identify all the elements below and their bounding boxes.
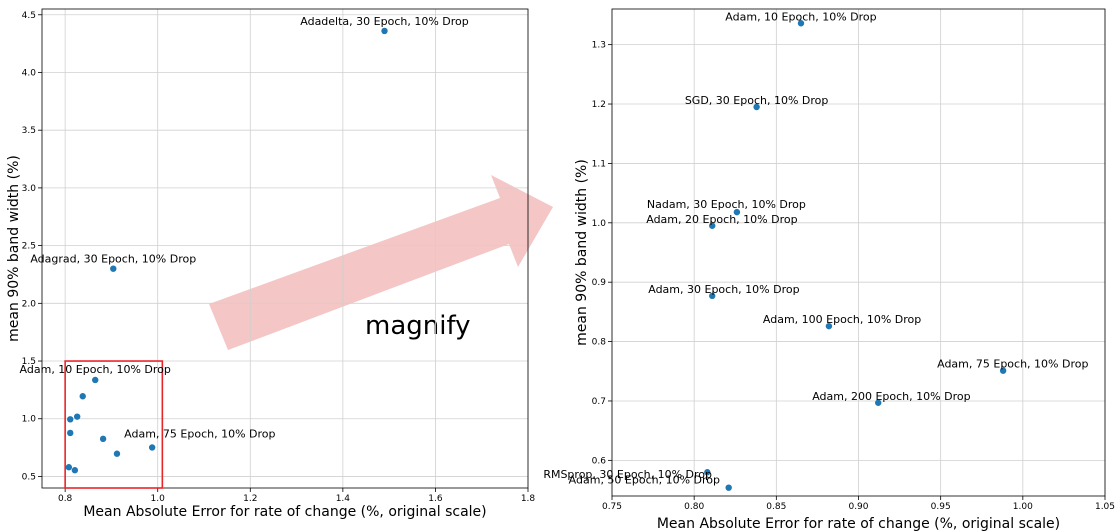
magnified-point-label: Adam, 200 Epoch, 10% Drop bbox=[812, 390, 970, 403]
magnified-point-label: Adam, 50 Epoch, 10% Drop bbox=[569, 474, 720, 487]
overview-y-tick-label: 3.0 bbox=[22, 184, 37, 194]
magnified-data-point bbox=[797, 20, 805, 27]
overview-y-tick-label: 1.0 bbox=[22, 415, 37, 425]
overview-y-tick-label: 1.5 bbox=[22, 357, 36, 367]
magnified-y-tick-label: 1.2 bbox=[592, 100, 606, 110]
magnified-point-label: Nadam, 30 Epoch, 10% Drop bbox=[647, 198, 806, 211]
overview-data-point bbox=[73, 413, 81, 420]
magnified-data-point bbox=[825, 322, 833, 330]
magnify-region-box bbox=[64, 360, 164, 489]
overview-x-tick-label: 1.8 bbox=[521, 494, 536, 504]
overview-data-point bbox=[92, 376, 99, 384]
magnified-y-tick-label: 1.0 bbox=[592, 219, 607, 229]
magnified-y-tick-label: 0.9 bbox=[592, 278, 607, 288]
overview-point-label: Adam, 10 Epoch, 10% Drop bbox=[20, 363, 171, 376]
overview-x-tick-label: 0.8 bbox=[58, 494, 73, 504]
overview-point-label: Adadelta, 30 Epoch, 10% Drop bbox=[300, 15, 469, 28]
magnify-label: magnify bbox=[365, 311, 471, 341]
magnified-data-point bbox=[753, 103, 760, 111]
magnified-x-tick-label: 0.95 bbox=[931, 502, 951, 512]
magnified-data-point bbox=[875, 399, 882, 406]
overview-data-point bbox=[113, 450, 121, 457]
overview-y-tick-label: 3.5 bbox=[22, 126, 36, 136]
magnified-y-axis-label: mean 90% band width (%) bbox=[574, 159, 590, 346]
overview-x-tick-label: 1.6 bbox=[428, 494, 443, 504]
overview-point-label: Adagrad, 30 Epoch, 10% Drop bbox=[30, 253, 196, 266]
magnified-y-tick-label: 0.7 bbox=[592, 397, 606, 407]
overview-y-tick-label: 2.5 bbox=[22, 242, 36, 252]
overview-y-tick-label: 0.5 bbox=[22, 472, 36, 482]
magnified-data-point bbox=[999, 367, 1007, 374]
magnified-point-label: SGD, 30 Epoch, 10% Drop bbox=[685, 94, 829, 107]
magnified-x-tick-label: 0.75 bbox=[602, 502, 622, 512]
overview-data-point bbox=[67, 416, 74, 423]
magnified-data-point bbox=[733, 208, 741, 216]
magnified-x-tick-label: 1.00 bbox=[1013, 502, 1033, 512]
overview-y-tick-label: 4.5 bbox=[22, 11, 36, 21]
magnified-x-tick-label: 1.05 bbox=[1095, 502, 1115, 512]
magnified-data-point bbox=[725, 484, 732, 491]
overview-y-axis-label: mean 90% band width (%) bbox=[6, 155, 22, 342]
overview-data-point bbox=[65, 464, 73, 471]
magnified-x-axis-label: Mean Absolute Error for rate of change (… bbox=[657, 516, 1060, 532]
overview-data-point bbox=[79, 393, 86, 400]
magnified-data-point bbox=[709, 222, 716, 229]
magnified-point-label: Adam, 30 Epoch, 10% Drop bbox=[648, 283, 799, 296]
overview-scatter-chart: 0.8 1.0 1.2 1.4 1.6 1.8 0.5 1.0 1.5 2.0 2.5 3.0 3.5 4… bbox=[6, 8, 536, 520]
overview-data-point bbox=[99, 435, 107, 443]
magnified-x-tick-label: 0.90 bbox=[848, 502, 868, 512]
magnify-arrow bbox=[209, 175, 553, 350]
magnified-point-label: RMSprop, 30 Epoch, 10% Drop bbox=[543, 468, 712, 481]
magnified-y-tick-label: 0.8 bbox=[592, 338, 607, 348]
overview-data-point bbox=[71, 467, 79, 474]
magnified-y-tick-label: 1.3 bbox=[592, 41, 606, 51]
overview-x-axis-label: Mean Absolute Error for rate of change (… bbox=[83, 504, 486, 520]
magnified-y-tick-label: 0.6 bbox=[592, 456, 607, 466]
magnified-scatter-chart: 0.75 0.80 0.85 0.90 0.95 1.00 1.05 0.6 0.7 0.8 0.9… bbox=[543, 8, 1115, 532]
overview-y-tick-label: 2.0 bbox=[22, 299, 37, 309]
overview-x-tick-label: 1.4 bbox=[336, 494, 351, 504]
magnified-point-label: Adam, 10 Epoch, 10% Drop bbox=[725, 10, 876, 23]
overview-data-point bbox=[67, 429, 74, 437]
magnified-x-tick-label: 0.80 bbox=[684, 502, 704, 512]
overview-x-tick-label: 1.0 bbox=[151, 494, 166, 504]
overview-x-tick-label: 1.2 bbox=[243, 494, 257, 504]
magnified-point-label: Adam, 100 Epoch, 10% Drop bbox=[763, 313, 921, 326]
magnified-point-label: Adam, 75 Epoch, 10% Drop bbox=[937, 358, 1088, 371]
overview-data-point bbox=[381, 27, 388, 35]
magnified-data-point bbox=[704, 469, 711, 476]
magnified-x-tick-label: 0.85 bbox=[766, 502, 786, 512]
overview-plot-frame bbox=[41, 8, 529, 489]
magnified-y-tick-label: 1.1 bbox=[592, 159, 606, 169]
magnified-data-point bbox=[709, 292, 716, 300]
overview-data-point bbox=[110, 265, 117, 272]
overview-point-label: Adam, 75 Epoch, 10% Drop bbox=[124, 427, 275, 440]
magnified-point-label: Adam, 20 Epoch, 10% Drop bbox=[646, 213, 797, 226]
overview-y-tick-label: 4.0 bbox=[22, 68, 37, 78]
overview-data-point bbox=[148, 444, 156, 451]
